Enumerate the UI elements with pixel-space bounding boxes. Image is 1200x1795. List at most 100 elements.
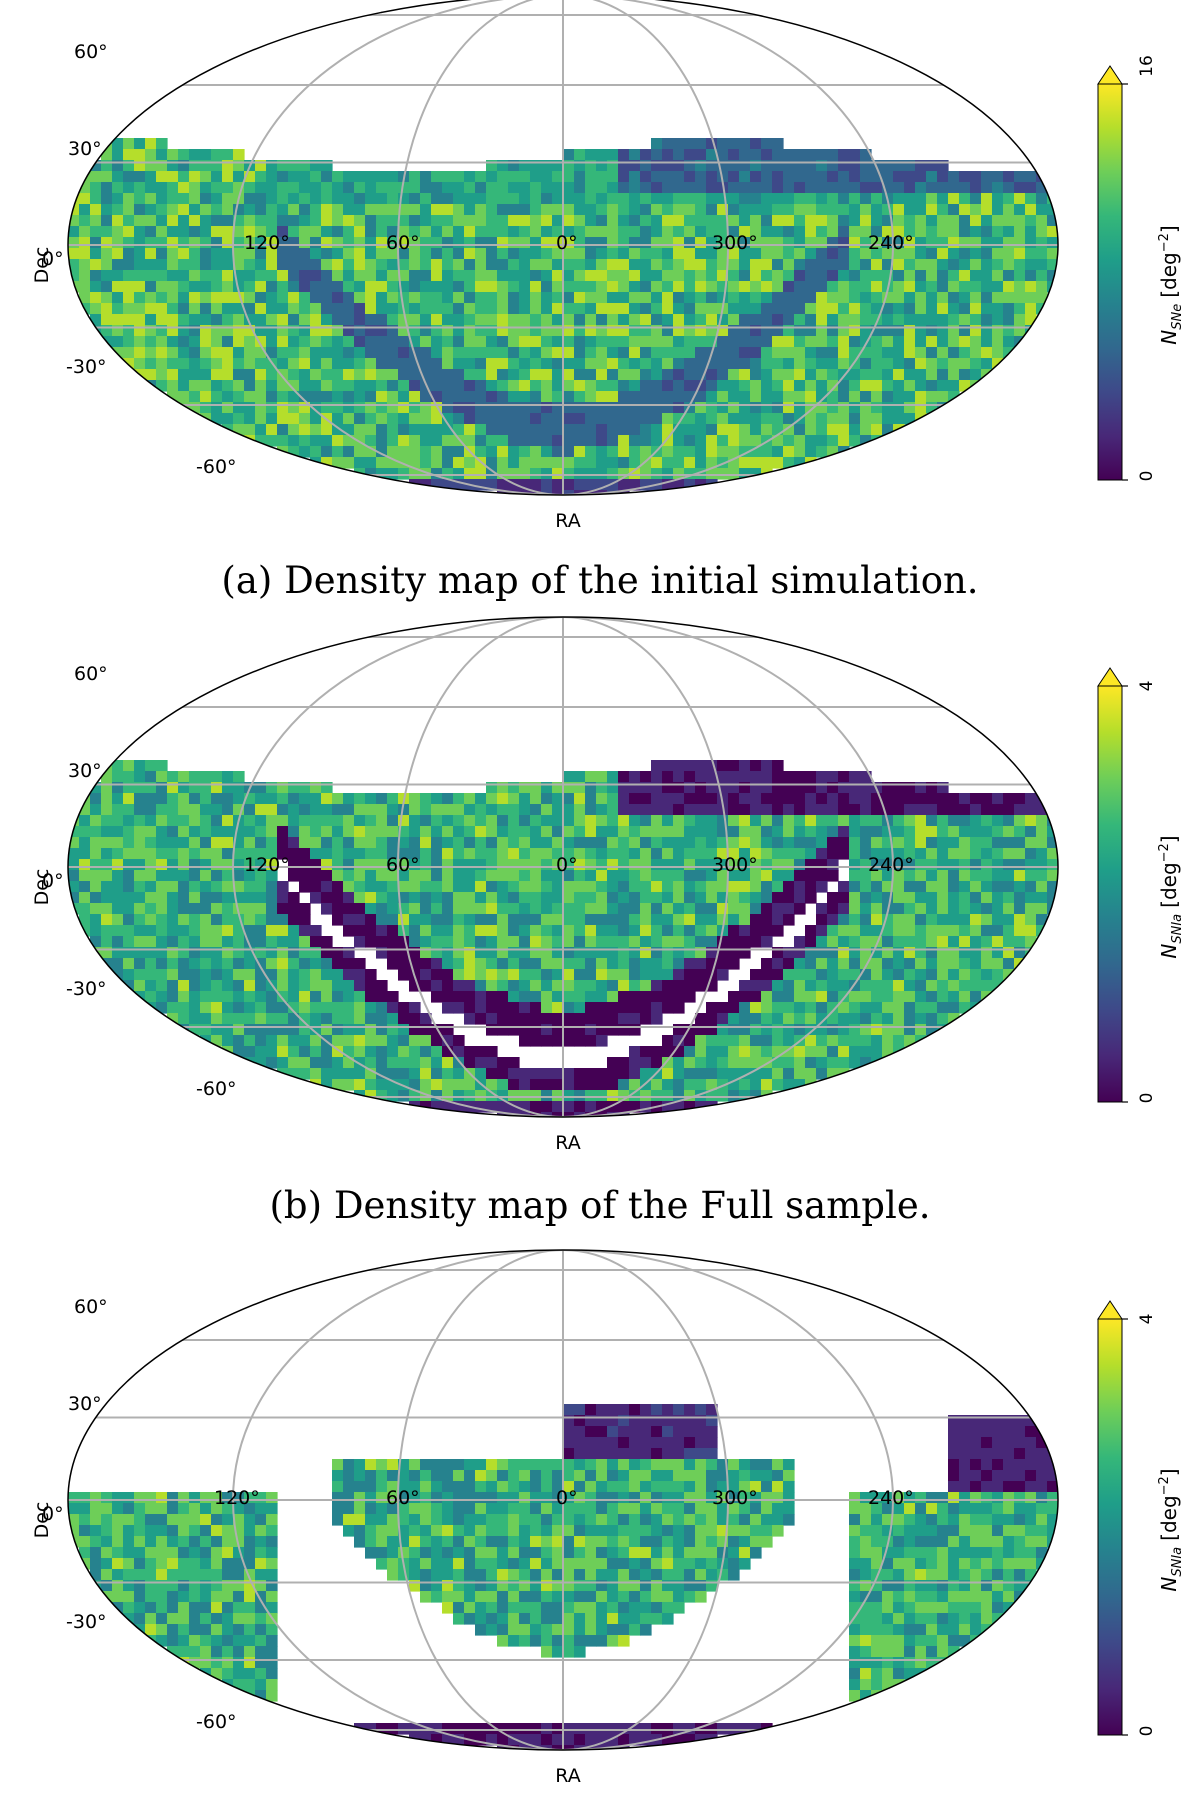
density-cell <box>970 892 982 904</box>
density-cell <box>200 182 212 194</box>
density-cell <box>684 347 696 359</box>
density-cell <box>79 881 91 893</box>
density-cell <box>530 969 542 981</box>
density-cell <box>563 380 575 392</box>
density-cell <box>497 292 509 304</box>
density-cell <box>398 947 410 959</box>
density-cell <box>1014 1481 1026 1493</box>
density-cell <box>266 424 278 436</box>
density-cell <box>442 479 454 491</box>
density-cell <box>497 226 509 238</box>
density-cell <box>277 193 289 205</box>
density-cell <box>244 881 256 893</box>
density-cell <box>222 870 234 882</box>
density-cell <box>904 1035 916 1047</box>
density-cell <box>420 446 432 458</box>
density-cell <box>79 182 91 194</box>
panel-b: 120° 60° 0° 300° 240° 60° 30° 0° -30° -6… <box>31 616 1185 1227</box>
density-cell <box>486 303 498 315</box>
density-cell <box>497 457 509 469</box>
density-cell <box>1047 892 1058 904</box>
density-cell <box>68 270 80 282</box>
density-cell <box>156 848 168 860</box>
density-cell <box>970 815 982 827</box>
density-cell <box>343 292 355 304</box>
density-cell <box>420 1090 432 1102</box>
density-cell <box>189 358 201 370</box>
density-cell <box>563 479 575 491</box>
density-cell <box>772 138 784 150</box>
density-cell <box>288 1035 300 1047</box>
density-cell <box>739 1090 751 1102</box>
density-cell <box>618 259 630 271</box>
density-cell <box>662 259 674 271</box>
density-cell <box>937 215 949 227</box>
density-cell <box>541 892 553 904</box>
density-cell <box>398 237 410 249</box>
density-cell <box>343 969 355 981</box>
density-cell <box>464 1079 476 1091</box>
density-cell <box>409 182 421 194</box>
density-cell <box>618 358 630 370</box>
density-cell <box>178 270 190 282</box>
density-cell <box>486 947 498 959</box>
density-cell <box>277 947 289 959</box>
density-cell <box>981 870 993 882</box>
density-cell <box>343 215 355 227</box>
density-cell <box>79 914 91 926</box>
density-cell <box>398 1079 410 1091</box>
density-cell <box>882 793 894 805</box>
density-cell <box>871 793 883 805</box>
density-cell <box>563 958 575 970</box>
density-cell <box>992 1426 1004 1438</box>
density-cell <box>299 969 311 981</box>
density-cell <box>596 837 608 849</box>
density-cell <box>156 292 168 304</box>
density-cell <box>772 815 784 827</box>
density-cell <box>838 881 850 893</box>
density-cell <box>244 193 256 205</box>
density-cell <box>860 1035 872 1047</box>
density-cell <box>772 1046 784 1058</box>
density-cell <box>596 248 608 260</box>
density-cell <box>893 892 905 904</box>
density-cell <box>431 925 443 937</box>
density-cell <box>805 804 817 816</box>
density-cell <box>926 1024 938 1036</box>
density-cell <box>970 1481 982 1493</box>
density-cell <box>409 446 421 458</box>
density-cell <box>607 358 619 370</box>
density-cell <box>728 1068 740 1080</box>
density-cell <box>640 1448 652 1460</box>
density-cell <box>211 347 223 359</box>
density-cell <box>277 314 289 326</box>
density-cell <box>618 1470 630 1482</box>
density-cell <box>915 248 927 260</box>
density-cell <box>574 1079 586 1091</box>
density-cell <box>508 1459 520 1471</box>
density-cell <box>662 881 674 893</box>
density-cell <box>794 848 806 860</box>
density-cell <box>398 336 410 348</box>
density-cell <box>717 892 729 904</box>
density-cell <box>519 903 531 915</box>
density-cell <box>838 892 850 904</box>
density-cell <box>849 325 861 337</box>
density-cell <box>662 391 674 403</box>
density-cell <box>519 413 531 425</box>
density-cell <box>233 259 245 271</box>
density-cell <box>101 848 113 860</box>
panel-b-colorbar-label-sub: SNIa <box>1170 914 1185 944</box>
density-cell <box>222 193 234 205</box>
density-cell <box>750 925 762 937</box>
density-cell <box>398 457 410 469</box>
density-cell <box>1003 804 1015 816</box>
density-cell <box>893 1013 905 1025</box>
density-cell <box>178 1492 190 1504</box>
density-cell <box>189 804 201 816</box>
density-cell <box>541 446 553 458</box>
density-cell <box>233 958 245 970</box>
density-cell <box>233 892 245 904</box>
density-cell <box>266 380 278 392</box>
density-cell <box>464 402 476 414</box>
